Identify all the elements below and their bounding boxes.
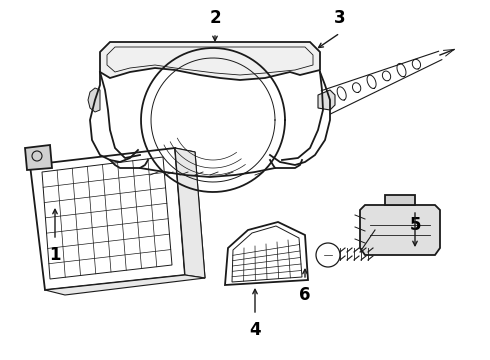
Polygon shape <box>318 90 335 110</box>
Polygon shape <box>175 148 205 278</box>
Text: 4: 4 <box>249 321 261 339</box>
Text: 2: 2 <box>209 9 221 27</box>
Text: 5: 5 <box>409 216 421 234</box>
Polygon shape <box>360 205 440 255</box>
Polygon shape <box>385 195 415 205</box>
Polygon shape <box>45 275 205 295</box>
Polygon shape <box>100 42 320 80</box>
Polygon shape <box>88 88 100 112</box>
Polygon shape <box>25 145 52 170</box>
Text: 1: 1 <box>49 246 61 264</box>
Text: 3: 3 <box>334 9 346 27</box>
Text: 6: 6 <box>299 286 311 304</box>
